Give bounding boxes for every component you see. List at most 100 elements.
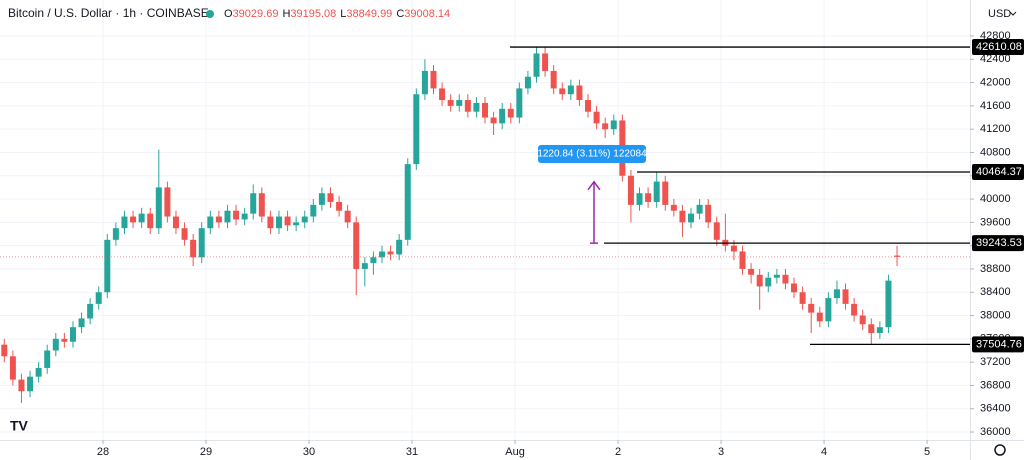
y-tick-label: 37200 [980,356,1011,368]
currency-button[interactable] [978,3,1022,25]
level-label-box [972,235,1024,252]
candle-body [464,100,471,112]
candle-body [756,274,763,287]
candle-body [593,111,600,124]
x-tick-label: 2 [615,446,621,458]
x-tick-label: 30 [303,446,315,458]
y-tick-label: 41200 [980,123,1011,135]
candle-body [447,100,454,106]
y-tick-label: 40800 [980,146,1011,158]
candle-body [585,100,592,112]
candle-body [524,76,531,89]
candle-body [69,327,76,342]
candle-body [112,228,119,240]
candle-body [825,298,832,322]
candle-body [404,164,411,240]
candle-body [885,280,892,328]
dropdown-caret [1009,11,1017,16]
candle-body [138,213,145,223]
candle-body [198,228,205,258]
candle-body [653,181,660,202]
candle-body [52,338,59,351]
y-tick-label: 36400 [980,403,1011,415]
candle-body [181,228,188,240]
candle-body [190,239,197,258]
candle-body [533,53,540,77]
candle-body [559,88,566,95]
candle-body [95,292,102,304]
candle-body [104,239,111,293]
level-label: 42610.08 [976,41,1022,53]
candle-body [602,123,609,130]
candle-body [490,117,497,124]
candle-body [378,251,385,258]
candle-body [1,344,8,357]
y-tick-label: 42000 [980,76,1011,88]
y-tick-label: 40000 [980,193,1011,205]
candle-body [241,213,248,220]
ohlc-value: 39029.69 [233,8,279,20]
candle-body [542,53,549,71]
candle-body [370,257,377,264]
currency-selector[interactable]: USD [978,3,1022,25]
candle-body [670,204,677,211]
candle-body [301,216,308,223]
candle-body [842,289,849,304]
level-label: 40464.37 [976,166,1022,178]
x-tick-label: 28 [97,446,109,458]
x-tick-label: 5 [924,446,930,458]
candle-body [78,318,85,328]
y-tick-label: 38400 [980,286,1011,298]
candle-body [439,88,446,101]
level-label: 37504.76 [976,338,1022,350]
ohlc-key: H [282,8,290,20]
candle-body [215,216,222,223]
candle-body [87,303,94,319]
candle-body [361,263,368,269]
currency-label[interactable]: USD [988,8,1011,20]
settings-button[interactable] [994,444,1006,456]
x-tick-label: 29 [200,446,212,458]
ohlc-header: O39029.69 H39195.08 L38849.99 C39008.14 [224,8,450,20]
ohlc-key: C [396,8,404,20]
y-tick-label: 41600 [980,100,1011,112]
candle-body [748,268,755,275]
candle-body [730,245,737,252]
candle-body [868,324,875,334]
candle-body [851,303,858,316]
candle-body [130,216,137,223]
candle-body [27,376,34,392]
candle-body [293,222,300,226]
axes: 3600036400368003720037600380003840038800… [97,30,1024,458]
level-label-box [972,164,1024,181]
candle-body [688,213,695,223]
level-label: 39243.53 [976,237,1022,249]
candle-body [336,201,343,211]
candle-body [147,213,154,229]
candle-body [567,85,574,95]
ohlc-value: 38849.99 [346,8,392,20]
plot-area: 1220.84 (3.11%) 122084 [0,46,970,403]
y-tick-label: 38000 [980,309,1011,321]
candle-body [353,222,360,269]
ohlc-value: 39195.08 [290,8,336,20]
x-tick-label: 4 [821,446,827,458]
candle-body [421,70,428,95]
candle-body [507,108,514,118]
candle-body [765,277,772,287]
candle-body [121,216,128,229]
candle-body [344,210,351,223]
x-tick-label: 31 [406,446,418,458]
candle-body [310,204,317,217]
candle-body [207,216,214,229]
gear-icon[interactable] [994,444,1006,456]
candle-body [799,292,806,304]
candle-body [773,274,780,278]
tv-logo: TV [10,418,29,434]
candle-body [482,102,488,118]
candle-body [705,204,712,223]
candle-body [679,210,686,223]
y-tick-label: 42800 [980,30,1011,42]
